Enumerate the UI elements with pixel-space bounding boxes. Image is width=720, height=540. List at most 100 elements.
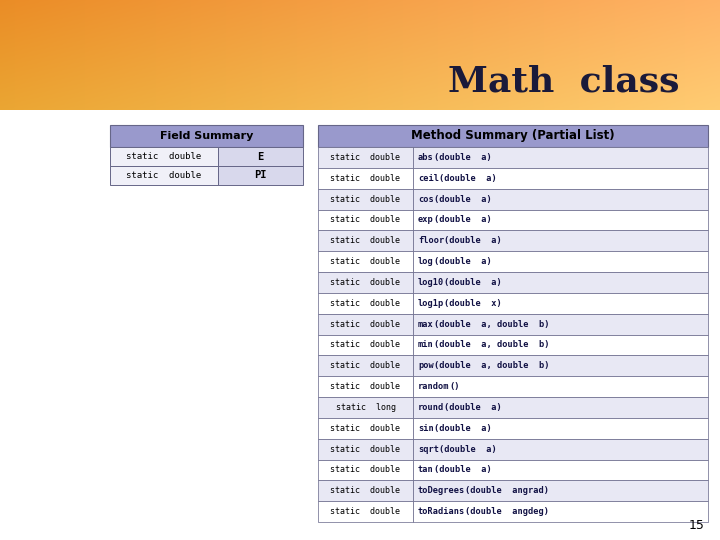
Text: sin: sin: [418, 424, 433, 433]
Text: floor: floor: [418, 236, 444, 245]
Bar: [110, 125, 303, 147]
Text: log1p: log1p: [418, 299, 444, 308]
Text: ceil: ceil: [418, 174, 439, 183]
Text: static  double: static double: [330, 320, 400, 328]
Text: (double  a): (double a): [433, 194, 492, 204]
Text: (double  a): (double a): [433, 424, 492, 433]
Text: cos: cos: [418, 194, 433, 204]
Text: tan: tan: [418, 465, 433, 475]
Text: (double  angrad): (double angrad): [465, 486, 549, 495]
Bar: [318, 397, 413, 418]
Bar: [318, 168, 413, 188]
Bar: [318, 293, 413, 314]
Text: max: max: [418, 320, 433, 328]
Text: toRadians: toRadians: [418, 507, 465, 516]
Text: static  double: static double: [330, 278, 400, 287]
Bar: [413, 438, 708, 460]
Text: random: random: [418, 382, 449, 391]
Text: static  double: static double: [330, 486, 400, 495]
Text: (double  a): (double a): [433, 257, 492, 266]
Text: static  double: static double: [330, 174, 400, 183]
Bar: [413, 418, 708, 438]
Text: static  double: static double: [330, 444, 400, 454]
Text: (double  x): (double x): [444, 299, 502, 308]
Bar: [318, 125, 708, 147]
Text: min: min: [418, 340, 433, 349]
Bar: [413, 231, 708, 251]
Text: static  double: static double: [330, 465, 400, 475]
Bar: [413, 251, 708, 272]
Bar: [413, 293, 708, 314]
Text: (double  a, double  b): (double a, double b): [433, 340, 549, 349]
Text: toDegrees: toDegrees: [418, 486, 465, 495]
Bar: [413, 210, 708, 231]
Text: exp: exp: [418, 215, 433, 225]
Text: PI: PI: [254, 171, 266, 180]
Bar: [413, 397, 708, 418]
Text: (): (): [449, 382, 460, 391]
Bar: [318, 481, 413, 501]
Text: static  double: static double: [330, 361, 400, 370]
Bar: [318, 501, 413, 522]
Text: round: round: [418, 403, 444, 412]
Bar: [218, 166, 303, 185]
Bar: [413, 501, 708, 522]
Text: static  double: static double: [330, 382, 400, 391]
Bar: [0, 110, 720, 540]
Bar: [318, 460, 413, 481]
Text: (double  angdeg): (double angdeg): [465, 507, 549, 516]
Text: static  double: static double: [330, 153, 400, 162]
Text: static  double: static double: [330, 257, 400, 266]
Bar: [413, 481, 708, 501]
Bar: [413, 272, 708, 293]
Text: Math  class: Math class: [449, 65, 680, 99]
Bar: [318, 314, 413, 334]
Text: static  double: static double: [330, 424, 400, 433]
Text: Field Summary: Field Summary: [160, 131, 253, 141]
Bar: [413, 168, 708, 188]
Text: Method Summary (Partial List): Method Summary (Partial List): [411, 130, 615, 143]
Text: static  double: static double: [330, 299, 400, 308]
Text: 15: 15: [689, 519, 705, 532]
Bar: [413, 188, 708, 210]
Bar: [110, 166, 218, 185]
Text: (double  a): (double a): [439, 174, 497, 183]
Text: static  long: static long: [336, 403, 395, 412]
Text: (double  a): (double a): [439, 444, 497, 454]
Text: static  double: static double: [330, 194, 400, 204]
Text: (double  a, double  b): (double a, double b): [433, 320, 549, 328]
Text: log: log: [418, 257, 433, 266]
Text: (double  a): (double a): [444, 403, 502, 412]
Text: log10: log10: [418, 278, 444, 287]
Text: static  double: static double: [330, 340, 400, 349]
Text: (double  a): (double a): [433, 465, 492, 475]
Bar: [318, 376, 413, 397]
Bar: [413, 355, 708, 376]
Bar: [413, 314, 708, 334]
Bar: [218, 147, 303, 166]
Bar: [318, 355, 413, 376]
Bar: [318, 210, 413, 231]
Bar: [413, 376, 708, 397]
Text: static  double: static double: [330, 507, 400, 516]
Bar: [318, 147, 413, 168]
Bar: [110, 147, 218, 166]
Text: abs: abs: [418, 153, 433, 162]
Text: (double  a, double  b): (double a, double b): [433, 361, 549, 370]
Text: static  double: static double: [330, 236, 400, 245]
Bar: [413, 334, 708, 355]
Bar: [318, 418, 413, 438]
Text: (double  a): (double a): [433, 153, 492, 162]
Bar: [318, 272, 413, 293]
Bar: [318, 251, 413, 272]
Bar: [318, 334, 413, 355]
Text: sqrt: sqrt: [418, 444, 439, 454]
Text: static  double: static double: [127, 171, 202, 180]
Text: (double  a): (double a): [444, 278, 502, 287]
Bar: [318, 231, 413, 251]
Text: E: E: [257, 152, 264, 161]
Text: static  double: static double: [330, 215, 400, 225]
Text: (double  a): (double a): [433, 215, 492, 225]
Bar: [318, 438, 413, 460]
Text: pow: pow: [418, 361, 433, 370]
